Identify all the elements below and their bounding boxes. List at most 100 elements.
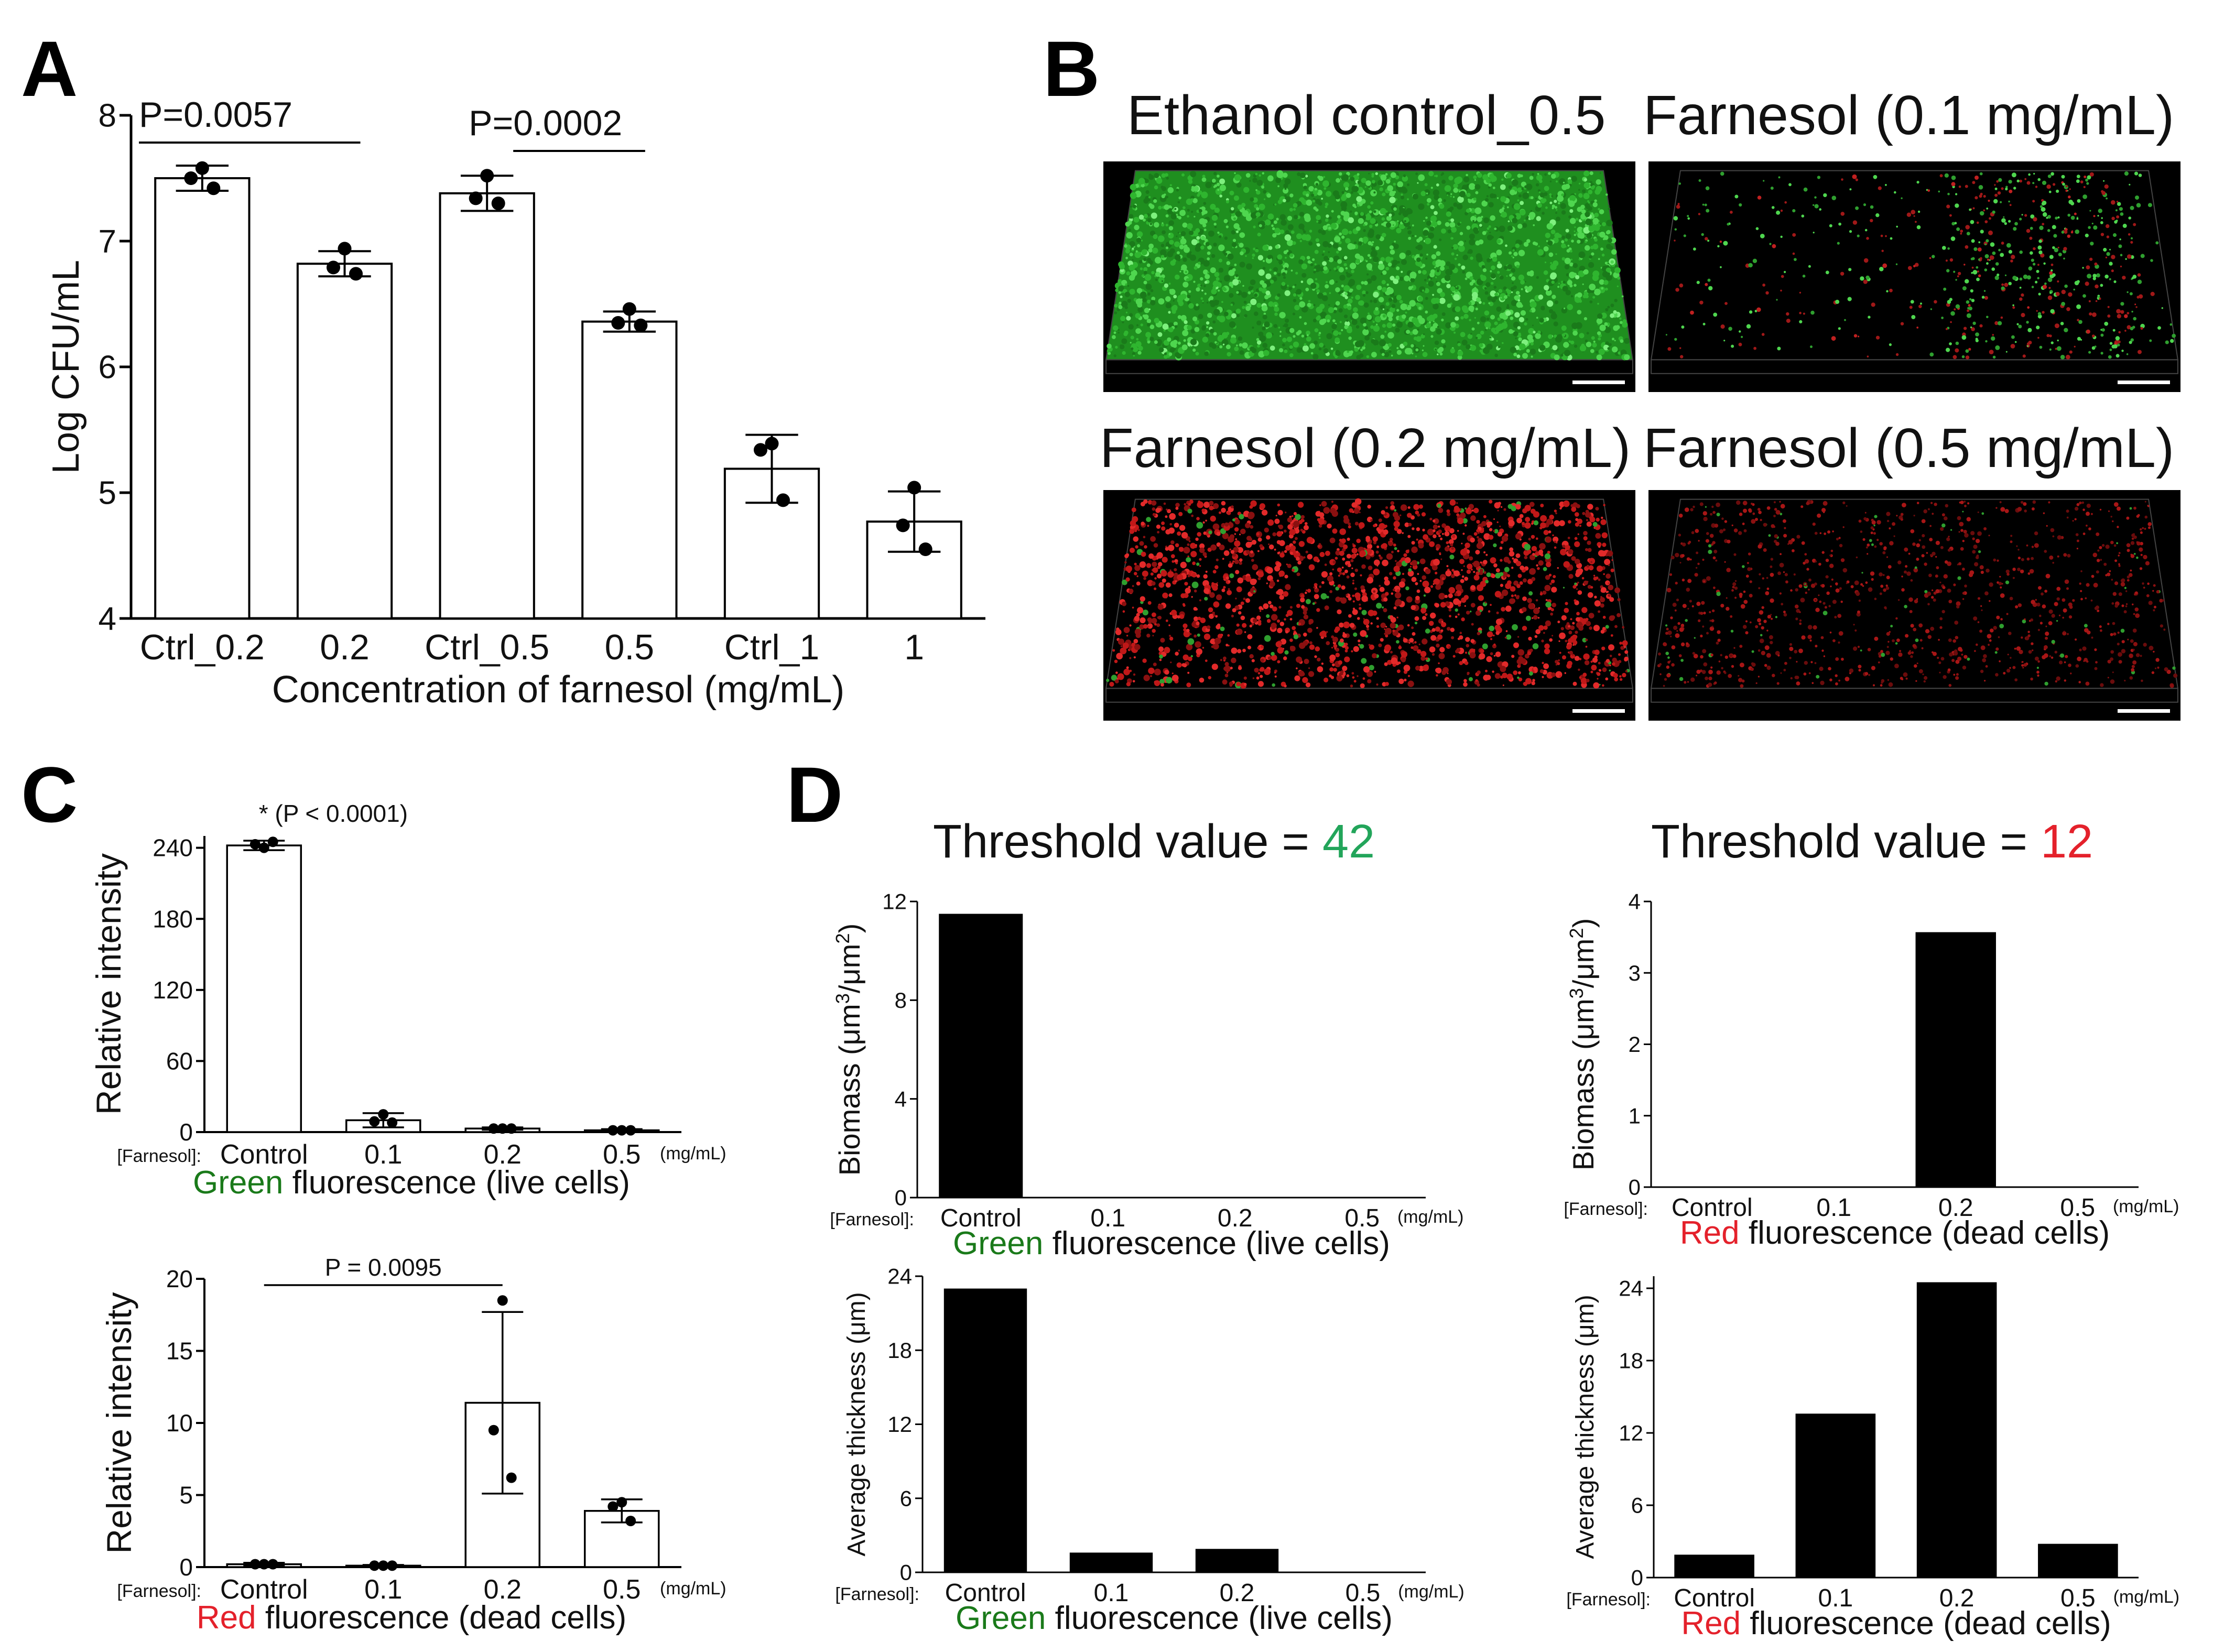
fluorescence-speck	[1588, 225, 1594, 232]
fluorescence-speck	[1198, 314, 1203, 319]
fluorescence-speck	[1488, 186, 1490, 189]
fluorescence-speck	[1373, 309, 1380, 316]
fluorescence-speck	[1604, 559, 1611, 566]
fluorescence-speck	[1960, 232, 1962, 235]
fluorescence-speck	[1848, 268, 1852, 271]
fluorescence-speck	[1554, 509, 1557, 513]
fluorescence-speck	[1350, 288, 1353, 291]
fluorescence-speck	[2046, 216, 2048, 219]
fluorescence-speck	[1994, 187, 1998, 190]
fluorescence-speck	[1362, 346, 1365, 350]
fluorescence-speck	[1837, 242, 1840, 245]
fluorescence-speck	[1133, 639, 1138, 644]
fluorescence-speck	[1428, 621, 1434, 626]
fluorescence-speck	[1256, 288, 1260, 292]
fluorescence-speck	[2038, 239, 2042, 243]
fluorescence-speck	[1173, 300, 1175, 302]
fluorescence-speck	[1511, 291, 1513, 294]
fluorescence-speck	[1402, 314, 1406, 319]
fluorescence-speck	[1533, 667, 1538, 671]
fluorescence-speck	[1543, 530, 1549, 535]
fluorescence-speck	[1234, 540, 1241, 547]
fluorescence-speck	[1579, 333, 1585, 339]
fluorescence-speck	[1529, 309, 1532, 312]
fluorescence-speck	[1470, 333, 1472, 335]
fluorescence-speck	[1130, 342, 1132, 344]
fluorescence-speck	[1210, 267, 1216, 274]
fluorescence-speck	[1596, 517, 1600, 522]
fluorescence-speck	[1792, 209, 1796, 213]
fluorescence-speck	[1539, 543, 1546, 550]
fluorescence-speck	[1203, 202, 1207, 205]
fluorescence-speck	[1539, 551, 1543, 556]
fluorescence-speck	[2033, 247, 2036, 251]
fluorescence-speck	[1353, 632, 1358, 637]
fluorescence-speck	[1147, 601, 1152, 605]
fluorescence-speck	[1187, 508, 1192, 514]
fluorescence-speck	[2064, 230, 2068, 234]
fluorescence-speck	[2092, 312, 2097, 317]
fluorescence-speck	[1495, 651, 1501, 657]
fluorescence-speck	[1284, 323, 1288, 328]
fluorescence-speck	[1975, 176, 1979, 180]
fluorescence-speck	[1289, 208, 1293, 212]
fluorescence-speck	[1756, 307, 1761, 312]
fluorescence-speck	[1118, 286, 1124, 292]
fluorescence-speck	[1614, 625, 1618, 628]
fluorescence-speck	[1484, 287, 1487, 290]
fluorescence-speck	[2170, 339, 2174, 343]
fluorescence-speck	[1499, 546, 1503, 550]
fluorescence-speck	[1369, 224, 1373, 228]
fluorescence-speck	[1327, 258, 1330, 260]
fluorescence-speck	[1292, 312, 1296, 316]
fluorescence-speck	[1966, 313, 1971, 318]
fluorescence-speck	[1341, 329, 1343, 331]
fluorescence-speck	[1228, 580, 1231, 583]
fluorescence-speck	[1492, 187, 1495, 189]
fluorescence-speck	[1390, 172, 1396, 178]
fluorescence-speck	[1517, 649, 1524, 656]
fluorescence-speck	[1509, 551, 1515, 557]
fluorescence-speck	[1318, 201, 1322, 206]
fluorescence-speck	[1193, 186, 1199, 192]
fluorescence-speck	[1849, 230, 1852, 233]
fluorescence-speck	[1316, 243, 1318, 245]
fluorescence-speck	[1325, 314, 1331, 321]
fluorescence-speck	[1175, 561, 1178, 564]
fluorescence-speck	[1603, 573, 1605, 575]
fluorescence-speck	[1555, 212, 1557, 214]
fluorescence-speck	[1252, 178, 1257, 183]
fluorescence-speck	[1403, 217, 1409, 223]
fluorescence-speck	[1168, 220, 1174, 226]
fluorescence-speck	[1597, 678, 1599, 680]
fluorescence-speck	[1563, 307, 1566, 310]
fluorescence-speck	[1217, 634, 1223, 639]
fluorescence-speck	[1218, 316, 1225, 323]
fluorescence-speck	[1457, 222, 1461, 226]
fluorescence-speck	[1256, 615, 1261, 620]
fluorescence-speck	[1330, 347, 1333, 350]
fluorescence-speck	[1431, 254, 1437, 259]
fluorescence-speck	[1160, 255, 1165, 258]
fluorescence-speck	[1146, 263, 1151, 267]
fluorescence-speck	[1994, 275, 1999, 280]
fluorescence-speck	[1552, 534, 1554, 536]
fluorescence-speck	[1330, 223, 1337, 229]
fluorescence-speck	[1464, 212, 1468, 215]
fluorescence-speck	[1277, 503, 1281, 507]
fluorescence-speck	[1423, 230, 1429, 236]
fluorescence-speck	[1572, 263, 1578, 268]
fluorescence-speck	[1586, 679, 1590, 682]
fluorescence-speck	[2049, 255, 2054, 259]
fluorescence-speck	[1554, 206, 1557, 209]
fluorescence-speck	[1574, 284, 1577, 287]
fluorescence-speck	[1224, 236, 1228, 240]
fluorescence-speck	[1316, 215, 1321, 220]
fluorescence-speck	[2012, 306, 2015, 309]
fluorescence-speck	[1674, 240, 1676, 242]
fluorescence-speck	[1508, 329, 1513, 334]
fluorescence-speck	[1274, 671, 1276, 674]
fluorescence-speck	[1327, 575, 1333, 582]
fluorescence-speck	[1477, 683, 1480, 687]
fluorescence-speck	[1390, 227, 1392, 230]
